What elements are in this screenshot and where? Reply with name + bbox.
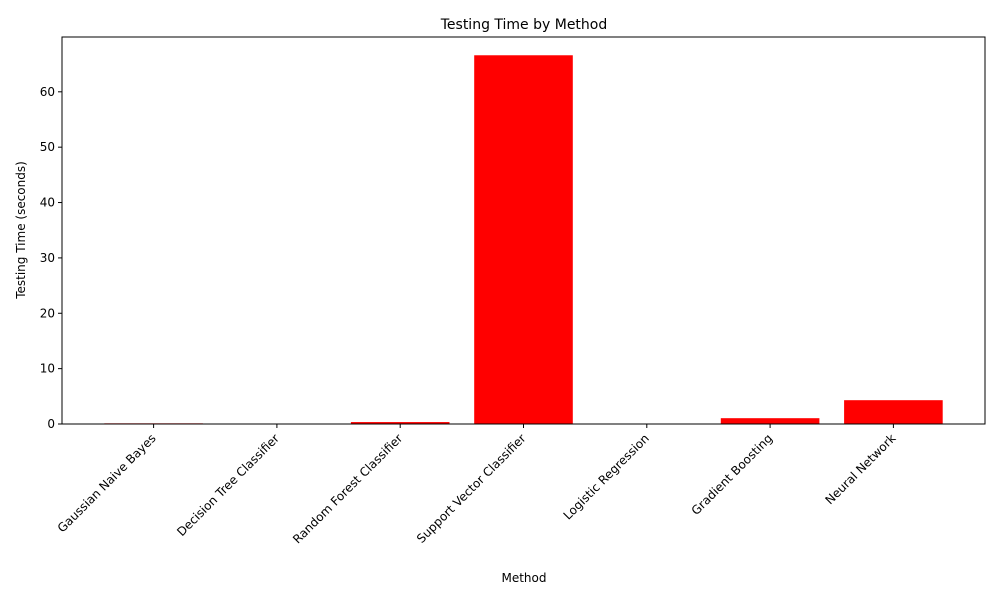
y-tick-label: 40 bbox=[40, 196, 55, 210]
y-tick-label: 60 bbox=[40, 85, 55, 99]
x-axis-label: Method bbox=[501, 571, 546, 585]
y-tick-label: 30 bbox=[40, 251, 55, 265]
y-tick-label: 50 bbox=[40, 140, 55, 154]
bar-support-vector-classifier bbox=[474, 55, 573, 424]
y-tick-label: 10 bbox=[40, 362, 55, 376]
bar-gradient-boosting bbox=[721, 418, 820, 424]
y-tick-label: 20 bbox=[40, 306, 55, 320]
bar-neural-network bbox=[844, 400, 943, 424]
y-axis-label: Testing Time (seconds) bbox=[14, 161, 28, 300]
y-tick-label: 0 bbox=[47, 417, 55, 431]
chart-title: Testing Time by Method bbox=[440, 17, 608, 33]
